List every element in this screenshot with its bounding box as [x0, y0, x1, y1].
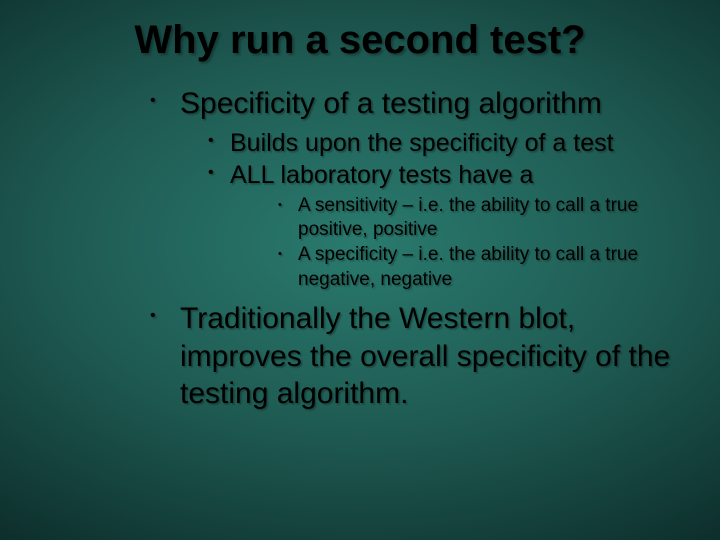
bullet-list-level3: A sensitivity – i.e. the ability to call…: [230, 194, 680, 293]
slide-title: Why run a second test?: [40, 18, 680, 63]
bullet-item: A specificity – i.e. the ability to call…: [278, 243, 680, 292]
bullet-text: Builds upon the specificity of a test: [230, 129, 614, 157]
bullet-list-level1: Specificity of a testing algorithm Build…: [40, 85, 680, 413]
bullet-item: Specificity of a testing algorithm Build…: [150, 85, 680, 292]
bullet-text: Specificity of a testing algorithm: [180, 87, 602, 120]
bullet-item: ALL laboratory tests have a A sensitivit…: [208, 159, 680, 292]
bullet-list-level2: Builds upon the specificity of a test AL…: [180, 127, 680, 293]
slide-container: Why run a second test? Specificity of a …: [0, 0, 720, 540]
bullet-text: A specificity – i.e. the ability to call…: [298, 244, 638, 290]
bullet-text: A sensitivity – i.e. the ability to call…: [298, 195, 638, 241]
bullet-text: Traditionally the Western blot, improves…: [180, 302, 670, 410]
bullet-text: ALL laboratory tests have a: [230, 161, 533, 189]
bullet-item: A sensitivity – i.e. the ability to call…: [278, 194, 680, 243]
bullet-item: Builds upon the specificity of a test: [208, 127, 680, 160]
bullet-item: Traditionally the Western blot, improves…: [150, 300, 680, 413]
